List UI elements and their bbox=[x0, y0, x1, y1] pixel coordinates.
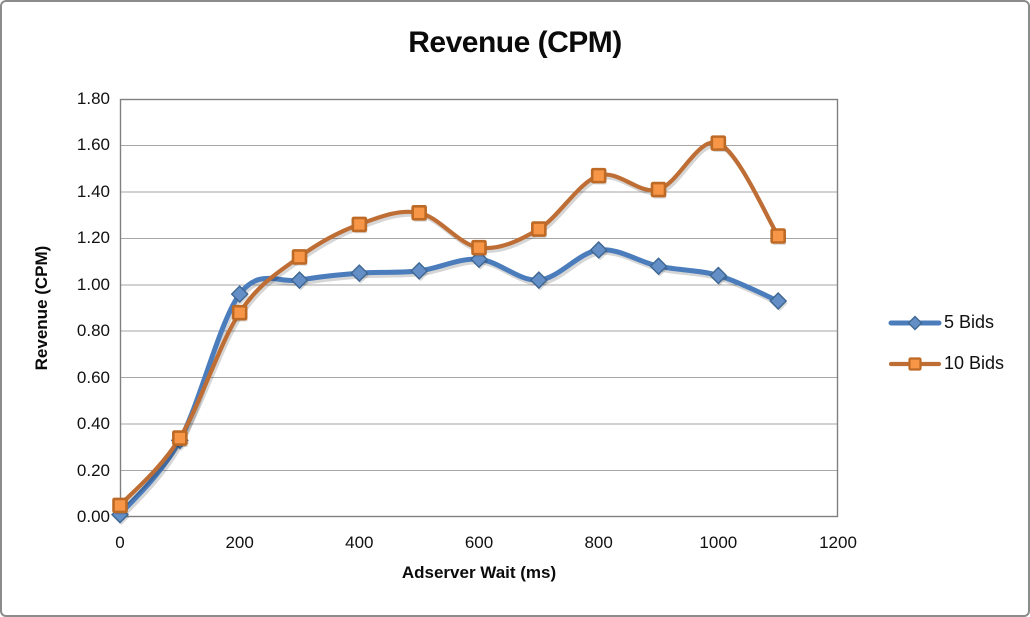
y-tick-label: 0.20 bbox=[76, 460, 110, 480]
marker-diamond bbox=[709, 266, 728, 285]
y-tick-label: 0.60 bbox=[76, 367, 110, 387]
x-tick-label: 1000 bbox=[699, 533, 738, 552]
series-line-shadow-5-bids bbox=[119, 250, 783, 520]
legend-sample-svg-5-bids bbox=[888, 315, 942, 330]
y-tick-label: 1.00 bbox=[76, 274, 110, 294]
x-tick-label: 200 bbox=[225, 533, 254, 552]
marker-square bbox=[770, 228, 786, 244]
marker-square bbox=[908, 356, 922, 371]
y-tick-label: 1.20 bbox=[76, 228, 110, 248]
legend-sample-svg-10-bids bbox=[888, 356, 942, 371]
y-tick-label: 0.00 bbox=[76, 507, 110, 526]
legend: 5 Bids 10 Bids bbox=[888, 310, 1005, 376]
marker-diamond bbox=[350, 264, 369, 283]
y-tick-label: 1.60 bbox=[76, 135, 110, 155]
x-tick-label: 0 bbox=[115, 533, 125, 552]
marker-square bbox=[172, 430, 188, 446]
marker-diamond bbox=[769, 292, 788, 311]
marker-square bbox=[531, 221, 547, 237]
series-markers-10-bids bbox=[112, 135, 787, 515]
y-tick-label: 0.80 bbox=[76, 321, 110, 341]
marker-diamond bbox=[907, 315, 923, 330]
marker-square bbox=[231, 304, 248, 321]
marker-square bbox=[411, 204, 427, 221]
chart-title: Revenue (CPM) bbox=[408, 26, 622, 59]
plot-area bbox=[111, 98, 839, 526]
y-tick-label: 1.40 bbox=[76, 181, 110, 201]
marker-diamond bbox=[649, 257, 668, 276]
marker-square bbox=[351, 216, 368, 233]
x-tick-label: 600 bbox=[464, 533, 494, 552]
marker-diamond bbox=[230, 285, 249, 304]
series-line-shadow-10-bids bbox=[119, 143, 782, 511]
plot-svg bbox=[111, 98, 839, 526]
marker-diamond bbox=[529, 271, 548, 290]
marker-diamond bbox=[410, 261, 429, 280]
series-line-10-bids bbox=[117, 140, 781, 508]
marker-square bbox=[471, 239, 487, 256]
marker-diamond bbox=[290, 271, 309, 290]
legend-label-5-bids: 5 Bids bbox=[944, 312, 995, 332]
y-axis-title: Revenue (CPM) bbox=[32, 245, 51, 371]
y-tick-label: 0.40 bbox=[76, 414, 110, 434]
plot-border bbox=[119, 98, 839, 518]
x-tick-label: 800 bbox=[584, 533, 613, 552]
x-tick-label: 1200 bbox=[819, 533, 857, 552]
marker-square bbox=[650, 181, 667, 198]
marker-diamond bbox=[589, 240, 608, 259]
legend-item-5-bids: 5 Bids bbox=[888, 310, 1004, 335]
x-axis-title: Adserver Wait (ms) bbox=[401, 563, 557, 582]
series-line-5-bids bbox=[117, 247, 781, 518]
x-tick-label: 400 bbox=[345, 533, 374, 552]
legend-marker-5-bids bbox=[888, 314, 942, 332]
y-tick-label: 1.80 bbox=[76, 89, 110, 108]
legend-marker-10-bids bbox=[888, 355, 942, 373]
marker-square bbox=[710, 135, 727, 151]
legend-label-10-bids: 10 Bids bbox=[944, 353, 1005, 373]
marker-square bbox=[291, 249, 308, 265]
marker-square bbox=[590, 167, 607, 184]
marker-square bbox=[112, 497, 128, 514]
legend-item-10-bids: 10 Bids bbox=[888, 351, 1005, 376]
